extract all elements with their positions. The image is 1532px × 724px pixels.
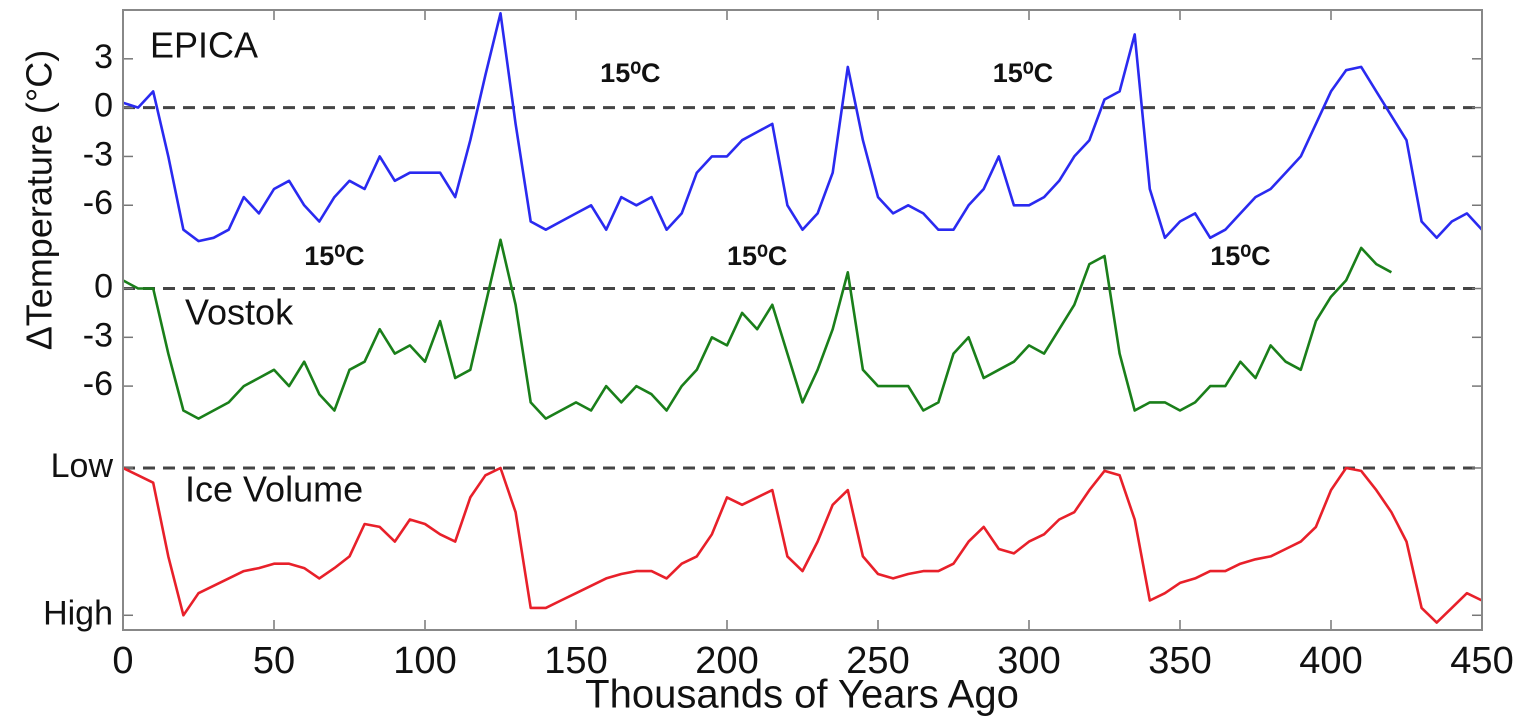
- series-label: Vostok: [185, 292, 294, 333]
- x-tick-label: 150: [544, 640, 607, 682]
- x-tick-label: 0: [112, 640, 133, 682]
- y-tick-label: -3: [83, 316, 113, 354]
- annotation: 15⁰C: [993, 58, 1053, 88]
- annotation: 15⁰C: [304, 241, 364, 271]
- data-line: [122, 238, 1393, 420]
- x-tick-label: 250: [846, 640, 909, 682]
- y-axis-label: ΔTemperature (°C): [19, 50, 60, 351]
- series-label: EPICA: [150, 25, 258, 66]
- x-tick-label: 200: [695, 640, 758, 682]
- y-tick-label: -6: [83, 365, 113, 403]
- data-line: [122, 466, 1483, 624]
- data-line: [122, 12, 1483, 243]
- y-tick-label: 0: [94, 268, 113, 306]
- x-tick-label: 300: [997, 640, 1060, 682]
- annotation: 15⁰C: [600, 58, 660, 88]
- x-tick-label: 100: [393, 640, 456, 682]
- y-tick-label: High: [43, 594, 113, 632]
- y-tick-label: -3: [83, 135, 113, 173]
- x-tick-label: 350: [1148, 640, 1211, 682]
- x-axis-label: Thousands of Years Ago: [585, 673, 1019, 717]
- y-tick-label: 0: [94, 87, 113, 125]
- series-label: Ice Volume: [185, 469, 363, 510]
- annotation: 15⁰C: [1210, 241, 1270, 271]
- x-tick-label: 400: [1299, 640, 1362, 682]
- y-tick-label: Low: [51, 447, 114, 485]
- y-tick-label: 3: [94, 38, 113, 76]
- x-tick-label: 450: [1450, 640, 1513, 682]
- annotation: 15⁰C: [727, 241, 787, 271]
- plot-frame: [122, 9, 1483, 631]
- x-tick-label: 50: [253, 640, 295, 682]
- y-tick-label: -6: [83, 184, 113, 222]
